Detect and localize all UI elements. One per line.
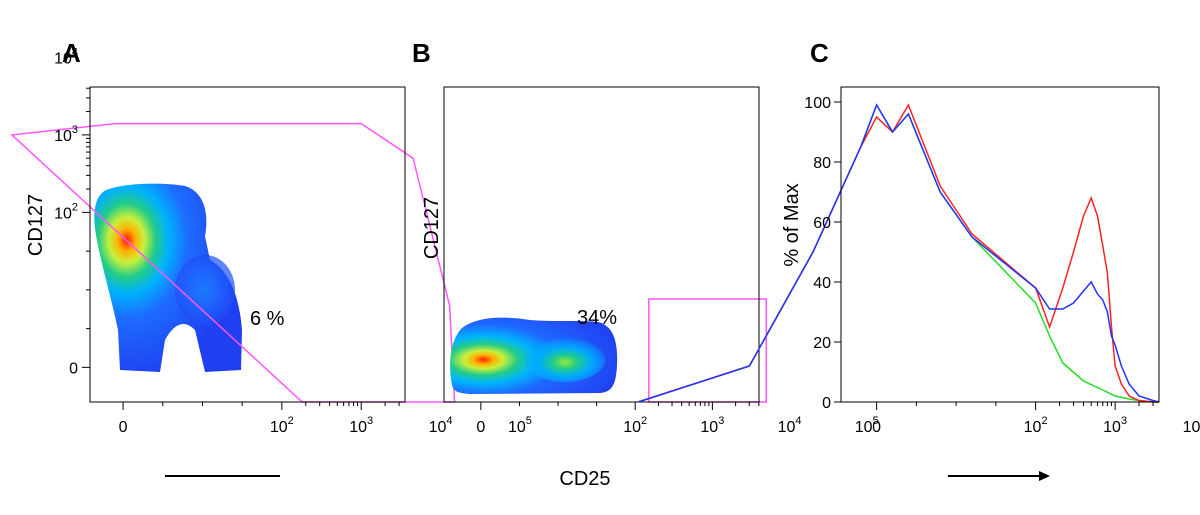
x-ticks-b — [480, 402, 760, 410]
x-axis-label-b: CD25 — [559, 468, 610, 490]
y-axis-label-c: % of Max — [781, 183, 803, 266]
plot-frame-a — [89, 86, 406, 403]
x-tick-label: 104 — [1183, 415, 1200, 436]
panel-b: B 34% 0 102 103 104 105 CD127 CD25 — [412, 38, 879, 490]
legend-arrow-c — [948, 471, 1050, 481]
plot-frame-b — [443, 86, 760, 403]
x-tick-label: 0 — [119, 419, 128, 436]
y-axis-label-b: CD127 — [421, 197, 443, 259]
x-tick-label: 104 — [778, 415, 802, 436]
x-tick-labels-b: 0 102 103 104 105 — [476, 415, 878, 436]
x-tick-label: 102 — [1024, 415, 1048, 436]
x-tick-label: 103 — [1103, 415, 1127, 436]
panel-letter-a: A — [62, 38, 81, 68]
y-tick-labels-c: 0 20 40 60 80 100 — [804, 95, 831, 412]
x-tick-label: 102 — [270, 415, 294, 436]
gate-rectangle-b — [648, 298, 768, 403]
series-line-red — [637, 103, 1159, 403]
series-line-green — [637, 103, 1159, 403]
x-tick-label: 103 — [700, 415, 724, 436]
y-tick-label: 100 — [804, 95, 831, 112]
panel-letter-c: C — [810, 38, 829, 68]
y-tick-label: 0 — [822, 395, 831, 412]
gate-label-a: 6 % — [250, 308, 285, 330]
y-tick-label: 20 — [813, 335, 831, 352]
y-tick-label: 60 — [813, 215, 831, 232]
y-tick-label: 102 — [54, 201, 78, 222]
gate-polygon-a — [10, 122, 456, 403]
x-tick-label: 102 — [623, 415, 647, 436]
y-ticks-a — [82, 87, 90, 368]
gate-label-b: 34% — [577, 307, 617, 329]
histogram-series-c — [637, 103, 1160, 403]
panel-letter-b: B — [412, 38, 431, 68]
x-tick-label: 0 — [872, 419, 881, 436]
y-tick-label: 80 — [813, 155, 831, 172]
x-ticks-a — [122, 402, 400, 410]
x-tick-label: 103 — [349, 415, 373, 436]
panel-a: A 6 % 0 102 103 104 105 0 102 103 104 105 CD127 — [10, 38, 532, 477]
density-population-b — [450, 317, 618, 394]
x-tick-labels-a: 0 102 103 104 105 — [119, 415, 532, 436]
x-tick-label: 0 — [476, 419, 485, 436]
x-ticks-c — [876, 402, 1154, 410]
y-tick-label: 103 — [54, 124, 78, 145]
x-tick-label: 104 — [429, 415, 453, 436]
series-line-blue — [637, 103, 1160, 403]
y-tick-label: 40 — [813, 275, 831, 292]
y-axis-label-a: CD127 — [25, 194, 47, 256]
y-tick-label: 0 — [69, 360, 78, 377]
y-ticks-c — [834, 101, 841, 403]
x-tick-label: 105 — [508, 415, 532, 436]
plot-frame-c — [840, 86, 1160, 403]
